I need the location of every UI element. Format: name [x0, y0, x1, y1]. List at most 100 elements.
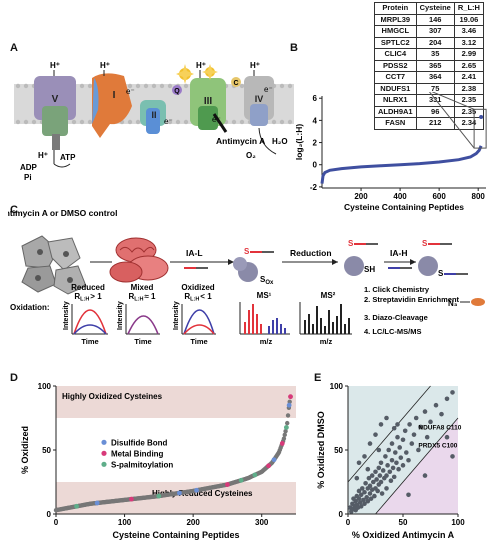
table-cell: MRPL39 — [374, 13, 417, 26]
chromatogram-reduced — [71, 304, 108, 335]
panel-a-label: A — [10, 42, 18, 54]
y-axis-label: % Oxidized — [20, 426, 30, 474]
legend-label: Disulfide Bond — [111, 438, 168, 447]
table-row: PDSS2 365 2.65 — [374, 59, 484, 72]
data-point — [367, 483, 373, 489]
data-point — [395, 422, 400, 427]
state-reduced: Reduced — [71, 283, 105, 292]
panel-c-label: C — [10, 204, 18, 216]
data-point — [444, 434, 450, 440]
step-1: 1. Click Chemistry — [364, 285, 430, 294]
data-point — [377, 473, 383, 478]
intensity-axis-3: Intensity — [173, 301, 180, 330]
table-cell: 2.34 — [453, 117, 484, 130]
complex-iv-label: IV — [255, 94, 264, 104]
x-tick-label: 400 — [393, 192, 407, 201]
data-point — [450, 454, 455, 459]
cell-label: Antimycin A or DMSO control — [8, 208, 117, 218]
data-point — [354, 475, 360, 481]
data-point — [380, 468, 386, 473]
ros-burst-icon — [176, 64, 194, 84]
x-tick-label: 0 — [346, 518, 351, 527]
data-point — [374, 477, 379, 482]
legend-marker — [101, 450, 107, 456]
data-point — [398, 455, 404, 460]
threshold-line — [375, 417, 459, 515]
data-point — [400, 437, 406, 443]
y-tick-label: 6 — [313, 94, 318, 103]
water-label: H₂O — [272, 137, 288, 146]
x-tick-label: 300 — [255, 518, 269, 527]
data-point — [379, 491, 385, 496]
data-point — [378, 479, 384, 485]
ms2-label: MS² — [321, 291, 336, 300]
biotin-tag-icon — [471, 298, 485, 306]
time-axis-1: Time — [81, 337, 98, 346]
ms1-spectrum — [239, 302, 290, 335]
data-point — [362, 489, 367, 495]
data-point — [389, 441, 395, 446]
data-point — [394, 460, 399, 466]
ratio-table: Protein Cysteine R_L:H MRPL39 146 19.06 HMG… — [374, 2, 484, 130]
data-point — [422, 409, 428, 414]
reduction-label: Reduction — [290, 248, 332, 258]
band-bottom — [56, 482, 296, 514]
data-point — [353, 498, 358, 504]
x-axis-label: Cysteine Containing Peptides — [112, 530, 239, 540]
data-point — [450, 390, 455, 395]
data-point — [372, 493, 377, 499]
data-point — [283, 428, 288, 434]
data-point — [396, 466, 401, 472]
workflow-diagram: Antimycin A or DMSO control IA-L S SOx R… — [8, 208, 485, 346]
ms1-label: MS¹ — [257, 291, 272, 300]
etc-diagram: V I II Q III C IV H⁺ H⁺ H⁺ H⁺ — [14, 61, 294, 182]
table-row: CCT7 364 2.41 — [374, 71, 484, 84]
data-point — [411, 432, 417, 437]
cytochrome-c-icon — [231, 77, 241, 87]
step-3: 3. Diazo-Cleavage — [364, 313, 428, 322]
legend-label: S-palmitoylation — [111, 460, 173, 469]
protein-reduced-icon — [344, 256, 364, 276]
ratio-chart: -2 0 2 4 6 200 400 600 800 Cysteine Containing Pe… — [294, 92, 487, 212]
sh-label: SH — [364, 265, 375, 274]
y-tick-label: 0 — [339, 510, 344, 519]
ros-burst-icon-2 — [202, 64, 218, 80]
x-tick-label: 800 — [472, 192, 486, 201]
state-oxidized: Oxidized — [181, 283, 214, 292]
data-point — [378, 460, 384, 466]
data-point — [282, 432, 287, 438]
complex-v-label: V — [52, 94, 59, 105]
x-tick-label: 0 — [54, 518, 59, 527]
data-point — [391, 474, 397, 480]
table-cell: 35 — [415, 48, 455, 61]
data-point — [360, 486, 365, 491]
data-point — [373, 469, 378, 475]
electron-1: e⁻ — [126, 87, 135, 96]
highlight-point — [271, 457, 277, 463]
data-point — [395, 434, 400, 440]
hplus-i: H⁺ — [100, 61, 110, 70]
data-point — [384, 473, 389, 478]
complex-iii: III — [190, 78, 226, 130]
data-point — [422, 473, 428, 478]
data-point — [361, 497, 366, 503]
table-cell: 204 — [415, 36, 455, 49]
ms2-spectrum — [299, 302, 352, 335]
data-point — [402, 428, 408, 434]
table-cell: 3.12 — [453, 36, 484, 49]
step-4: 4. LC/LC-MS/MS — [364, 327, 422, 336]
table-row: NDUFS1 75 2.38 — [374, 82, 484, 95]
panel-b-label: B — [290, 42, 298, 54]
intensity-axis-2: Intensity — [117, 301, 124, 330]
time-axis-2: Time — [134, 337, 151, 346]
cell-cluster-icon — [21, 235, 87, 295]
ubiquinone-icon — [172, 85, 182, 95]
table-cell: CLIC4 — [374, 48, 417, 61]
antimycin-block-icon — [212, 113, 228, 133]
x-tick-label: 100 — [118, 518, 132, 527]
table-cell: 364 — [415, 71, 455, 84]
q-label: Q — [174, 88, 180, 95]
antimycin-label: Antimycin A — [216, 136, 265, 146]
hplus-v: H⁺ — [50, 61, 60, 70]
y-tick-label: 50 — [42, 446, 51, 455]
